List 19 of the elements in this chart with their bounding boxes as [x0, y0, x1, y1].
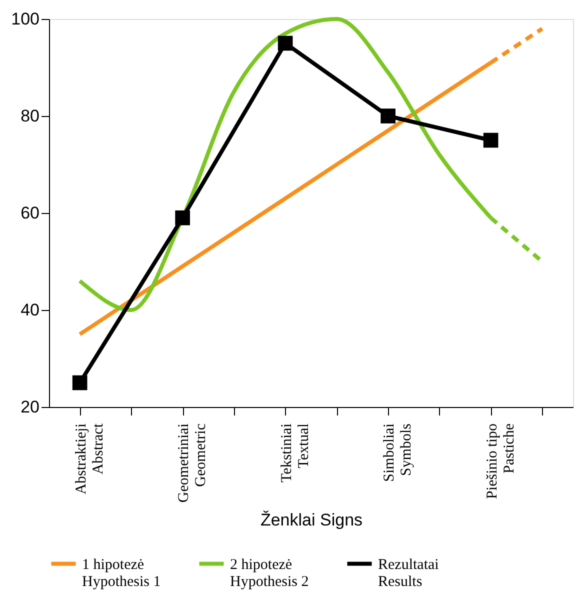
x-tick-label: Geometriniai Geometric: [176, 423, 210, 503]
x-tick-label: Simboliai Symbols: [382, 423, 415, 482]
point: [175, 210, 190, 226]
legend-label: Rezultatai Results: [378, 556, 439, 590]
point: [483, 132, 498, 148]
y-tick-label: 80: [20, 106, 40, 126]
y-tick-label: 20: [20, 398, 40, 416]
x-tick-label: Abstraktieji Abstract: [73, 422, 106, 494]
legend-label: 1 hipotezė Hypothesis 1: [82, 556, 161, 590]
point: [72, 375, 88, 390]
legend-label: 2 hipotezė Hypothesis 2: [230, 556, 309, 590]
y-tick-label: 60: [20, 204, 40, 222]
point: [380, 108, 396, 124]
x-tick-label: Piešinio tipo Pastiche: [484, 423, 518, 499]
x-tick-label: Tekstiniai Textual: [278, 424, 312, 482]
point: [278, 36, 293, 51]
y-tick-label: 40: [20, 300, 40, 320]
y-tick-label: 100: [11, 10, 40, 28]
x-axis-title: Ženklai Signs: [260, 510, 363, 530]
